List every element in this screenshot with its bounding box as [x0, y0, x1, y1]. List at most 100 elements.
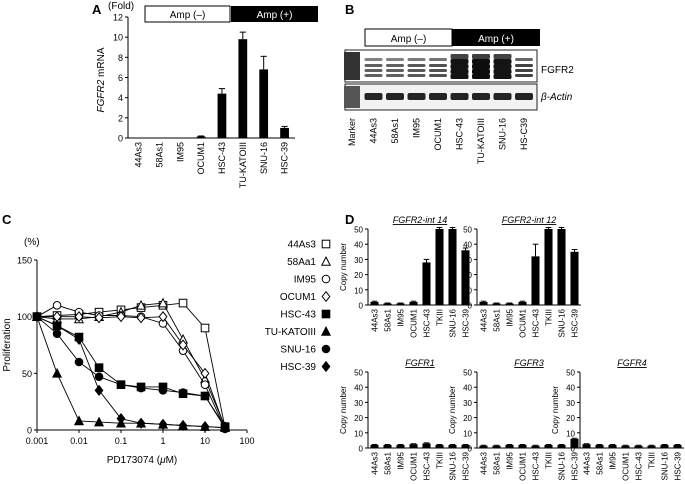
x-tick-label-58as1: 58As1 — [595, 451, 604, 474]
bar-tkiii — [435, 229, 444, 305]
bar-hsc-39 — [280, 127, 289, 138]
y-tick-label: 30 — [463, 256, 472, 265]
amp-pos-label-b: Amp (+) — [478, 34, 514, 45]
y-tick-label: 0 — [27, 426, 32, 436]
x-tick-label-hsc-39: HSC-39 — [461, 451, 470, 480]
panel-b-western-blot: Amp (–) Amp (+) FGFR2 β-Actin Marker 44As… — [344, 28, 574, 164]
x-tick-label-tkiii: TKIII — [435, 452, 444, 469]
fgfr2-band — [493, 59, 512, 64]
x-tick-label-tkiii: TKIII — [435, 309, 444, 326]
fgfr2-band — [472, 64, 490, 69]
fgfr2-band — [407, 69, 426, 72]
x-tick-label-58as1: 58As1 — [492, 308, 501, 331]
bar-hsc-39 — [673, 444, 682, 448]
y-tick-label: 8 — [118, 53, 123, 63]
panel-c-xlabel: PD173074 (μM) — [107, 455, 178, 466]
y-tick-label: 40 — [354, 241, 363, 250]
bar-hsc-39 — [461, 444, 470, 448]
data-point — [158, 386, 168, 395]
fgfr2-band — [450, 54, 469, 59]
bar-snu-16 — [660, 444, 669, 448]
actin-band — [493, 93, 512, 100]
x-tick-label-44as3: 44As3 — [582, 451, 591, 474]
x-tick-label-hsc-39: HSC-39 — [570, 451, 579, 480]
x-tick-label-44as3: 44As3 — [134, 142, 144, 168]
data-point — [178, 419, 188, 432]
chart-title: FGFR2-int 12 — [502, 215, 557, 225]
y-tick-label: 0 — [359, 302, 364, 311]
y-axis-label: Copy number — [551, 386, 560, 434]
x-tick-label-ocum1: OCUM1 — [518, 451, 527, 480]
x-tick-label-im95: IM95 — [608, 451, 617, 469]
fgfr2-band — [493, 54, 512, 59]
x-tick-label-hsc-43: HSC-43 — [531, 308, 540, 337]
y-tick-label: 20 — [354, 414, 363, 423]
y-tick-label: 150 — [17, 256, 32, 266]
y-tick-label: 50 — [354, 369, 363, 378]
data-point — [178, 339, 188, 351]
x-tick-label-hsc-43: HSC-43 — [634, 451, 643, 480]
bar-58as1 — [492, 303, 501, 305]
x-tick-label-snu-16: SNU-16 — [660, 451, 669, 480]
series-ocum1 — [32, 311, 230, 434]
y-tick-label: 2 — [118, 113, 123, 123]
data-point — [94, 416, 105, 427]
data-point — [116, 380, 126, 389]
data-point — [136, 417, 146, 429]
fgfr2-band — [407, 74, 426, 77]
data-point — [74, 357, 84, 367]
y-tick-label: 10 — [463, 286, 472, 295]
x-tick-label-hsc-39: HSC-39 — [280, 142, 290, 174]
x-tick-label-44as3: 44As3 — [370, 451, 379, 474]
y-tick-label: 50 — [566, 369, 575, 378]
y-tick-label: 0 — [359, 445, 364, 454]
panel-c-ylabel: Proliferation — [2, 318, 13, 371]
bar-im95 — [396, 303, 405, 305]
fgfr2-band — [364, 74, 383, 77]
series-58aa1 — [31, 297, 231, 431]
legend-marker-tu-katoiii — [320, 326, 332, 336]
y-tick-label: 0 — [571, 445, 576, 454]
fgfr2-band — [407, 64, 426, 67]
fgfr2-band — [364, 58, 383, 61]
fgfr2-bands — [344, 52, 533, 80]
bar-snu-16 — [259, 69, 269, 138]
y-tick-label: 12 — [113, 13, 123, 23]
y-tick-label: 40 — [354, 384, 363, 393]
amp-pos-box-a — [231, 6, 318, 22]
data-point — [200, 420, 210, 433]
panel-label-d: D — [345, 212, 354, 227]
x-tick-label-im95: IM95 — [396, 308, 405, 326]
x-tick-label-tkiii: TKIII — [544, 452, 553, 469]
data-point — [32, 311, 42, 323]
panel-a-bar-chart: (Fold) FGFR2 mRNA Amp (–) Amp (+) — [96, 1, 318, 113]
y-tick-label: 40 — [463, 241, 472, 250]
legend-label-58aa1: 58Aa1 — [287, 257, 316, 268]
x-tick-label: 10 — [200, 436, 210, 446]
x-tick-label-58as1: 58As1 — [492, 451, 501, 474]
legend-label-44as3: 44As3 — [288, 240, 317, 251]
data-point — [157, 297, 169, 308]
legend-label-im95: IM95 — [294, 275, 317, 286]
legend-marker-ocum1 — [321, 290, 331, 303]
fgfr2-band — [493, 74, 512, 79]
bar-hsc-43 — [531, 445, 540, 448]
y-tick-label: 20 — [566, 414, 575, 423]
x-tick-label: 0.01 — [70, 436, 88, 446]
y-tick-label: 0 — [468, 302, 473, 311]
y-axis-label: Copy number — [448, 386, 457, 434]
band-label-fgfr2: FGFR2 — [541, 65, 574, 76]
bar-ocum1 — [518, 301, 527, 305]
fgfr2-band — [472, 69, 490, 74]
panel-label-c: C — [2, 212, 12, 227]
x-tick-label-im95: IM95 — [396, 451, 405, 469]
legend-label-ocum1: OCUM1 — [280, 292, 317, 303]
actin-band — [429, 93, 447, 100]
x-tick-label-58as1: 58As1 — [383, 451, 392, 474]
data-point — [158, 311, 168, 323]
bar-snu-16 — [448, 444, 457, 448]
bar-snu-16 — [557, 444, 566, 448]
y-tick-label: 4 — [118, 93, 123, 103]
x-tick-label-44as3: 44As3 — [479, 451, 488, 474]
